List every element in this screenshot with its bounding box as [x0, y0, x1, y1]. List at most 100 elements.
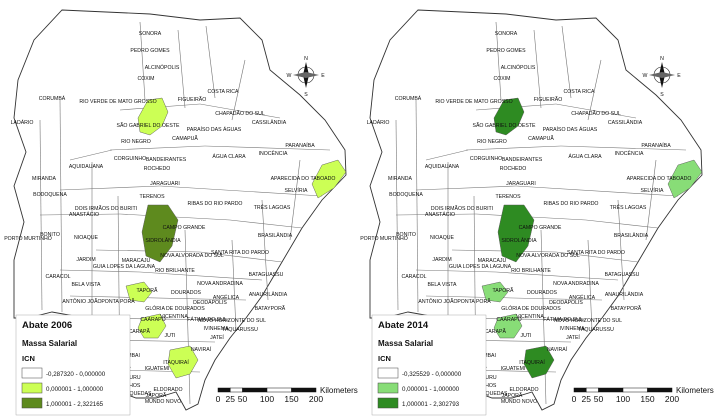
label-jatei: JATEÍ	[210, 334, 224, 341]
scale-unit: Kilometers	[320, 386, 358, 395]
municipal-boundary	[159, 185, 323, 197]
region-caarapo	[493, 313, 523, 339]
label-dourados: DOURADOS	[527, 290, 558, 296]
label-ribas-do-rio-pardo: RIBAS DO RIO PARDO	[544, 201, 599, 207]
scale-tick-4: 100	[260, 394, 274, 404]
label-eldorado: ELDORADO	[509, 387, 538, 393]
region-itaquirai	[167, 345, 199, 379]
label-dourados: DOURADOS	[171, 290, 202, 296]
legend-variable: Massa Salarial	[22, 339, 77, 348]
label-tapora: TAPORÃ	[137, 287, 158, 294]
label-chapadao-do-sul: CHAPADÃO DO SUL	[215, 110, 265, 117]
label-inocencia: INOCÊNCIA	[259, 149, 288, 157]
label-novo-horizonte-do-sul: NOVO HORIZONTE DO SUL	[554, 318, 622, 324]
label-eldorado: ELDORADO	[153, 387, 182, 393]
label-ladario: LADÁRIO	[367, 119, 390, 126]
scale-tick-5: 150	[284, 394, 298, 404]
label-camapua: CAMAPUÃ	[172, 135, 198, 142]
municipal-boundary	[229, 219, 303, 229]
label-jardim: JARDIM	[76, 257, 95, 263]
label-jaraguari: JARAGUARI	[150, 181, 180, 187]
label-paraiso-das-aguas: PARAÍSO DAS ÁGUAS	[543, 126, 598, 133]
label-guia-lopes-da-laguna: GUIA LOPES DA LAGUNA	[449, 264, 512, 270]
label-caracol: CARACOL	[45, 274, 70, 280]
label-rio-brilhante: RIO BRILHANTE	[155, 268, 195, 274]
label-brasilandia: BRASILÂNDIA	[258, 232, 293, 239]
label-anaurilandia: ANAURILÂNDIA	[249, 291, 288, 298]
municipal-boundary	[425, 295, 603, 301]
label-angelica: ANGÉLICA	[213, 294, 240, 301]
legend-swatch-1	[21, 367, 43, 379]
municipal-boundary	[415, 185, 517, 191]
label-sidrolandia: SIDROLÂNDIA	[501, 237, 537, 244]
label-terenos: TERENOS	[495, 194, 521, 200]
municipal-boundary	[495, 271, 619, 281]
label-rochedo: ROCHEDO	[144, 166, 171, 172]
municipal-boundary	[205, 25, 216, 99]
municipal-boundary	[109, 145, 206, 151]
map-panel-1: SONORA PEDRO GOMES ALCINÓPOLIS COXIM CORUMBÁ…	[4, 9, 358, 416]
label-caarapo: CAARAPÓ	[496, 316, 521, 323]
label-fatima-do-sul: FÁTIMA DO SUL	[187, 316, 227, 323]
legend-swatch-3	[21, 397, 43, 409]
label-japora: JAPORÃ	[146, 392, 167, 399]
label-nova-andradina: NOVA ANDRADINA	[553, 281, 599, 287]
label-sao-gabriel-do-oeste: SÃO GABRIEL DO OESTE	[473, 122, 536, 129]
label-corumba: CORUMBÁ	[39, 95, 66, 102]
label-bela-vista: BELA VISTA	[71, 282, 101, 288]
legend-label-2: 0,000001 - 1,000000	[46, 386, 104, 393]
municipal-boundary	[139, 271, 263, 281]
scale-tick-1: 0	[572, 394, 577, 404]
label-tapora: TAPORÃ	[493, 287, 514, 294]
label-iguatemi: IGUATEMI	[501, 366, 526, 372]
panel-title: Abate 2014	[378, 320, 429, 331]
label-taquarussu: TAQUARUSSU	[578, 327, 614, 333]
label-bodoquena: BODOQUENA	[33, 192, 67, 198]
compass-west: W	[643, 73, 648, 79]
label-tres-lagoas: TRÊS LAGOAS	[610, 203, 647, 211]
label-iguatemi: IGUATEMI	[145, 366, 170, 372]
label-gloria-de-dourados: GLÓRIA DE DOURADOS	[501, 305, 561, 312]
label-sonora: SONORA	[495, 31, 518, 37]
label-terenos: TERENOS	[139, 194, 165, 200]
label-itaquirai: ITAQUIRAÍ	[519, 359, 545, 366]
label-coxim: COXIM	[493, 76, 510, 82]
label-nova-andradina: NOVA ANDRADINA	[197, 281, 243, 287]
compass-north: N	[304, 56, 308, 62]
label-caracol: CARACOL	[401, 274, 426, 280]
label-anastacio: ANASTÁCIO	[69, 211, 99, 218]
municipal-boundary	[425, 149, 469, 161]
label-ponta-pora: PONTA PORÃ	[101, 298, 135, 305]
label-antonio-joao: ANTÔNIO JOÃO	[418, 298, 457, 305]
label-aparecida-do-taboado: APARECIDA DO TABOADO	[271, 176, 336, 182]
label-sidrolandia: SIDROLÂNDIA	[145, 237, 181, 244]
municipal-boundary	[533, 29, 542, 109]
label-corguinho: CORGUINHO	[470, 156, 502, 162]
label-aquidauana: AQUIDAUANA	[425, 164, 460, 170]
municipal-boundary	[39, 119, 43, 311]
scale-unit: Kilometers	[676, 386, 714, 395]
municipal-boundary	[261, 199, 269, 301]
label-bataypora: BATAYPORÃ	[611, 305, 642, 312]
label-porto-murtinho: PORTO MURTINHO	[4, 236, 52, 242]
municipal-boundary	[495, 21, 502, 101]
municipal-boundary	[199, 251, 283, 263]
label-tres-lagoas: TRÊS LAGOAS	[254, 203, 291, 211]
label-bonito: BONITO	[396, 232, 416, 238]
municipal-boundary	[39, 213, 121, 216]
municipal-boundary	[69, 149, 113, 161]
label-alcinopolis: ALCINÓPOLIS	[145, 64, 180, 71]
legend-title: ICN	[22, 354, 35, 363]
label-ivinhema: IVINHEMA	[559, 326, 585, 332]
label-porto-murtinho: PORTO MURTINHO	[360, 236, 408, 242]
label-sete-quedas: SETE QUEDAS	[115, 391, 152, 397]
municipal-boundary	[415, 99, 419, 313]
region-caarapo	[137, 313, 167, 339]
municipal-boundary	[395, 213, 477, 216]
map-panel-2: SONORA PEDRO GOMES ALCINÓPOLIS COXIM CORUMBÁ…	[360, 9, 714, 416]
municipal-boundary	[540, 229, 547, 405]
state-outline	[13, 9, 347, 411]
municipal-boundary	[561, 25, 572, 99]
